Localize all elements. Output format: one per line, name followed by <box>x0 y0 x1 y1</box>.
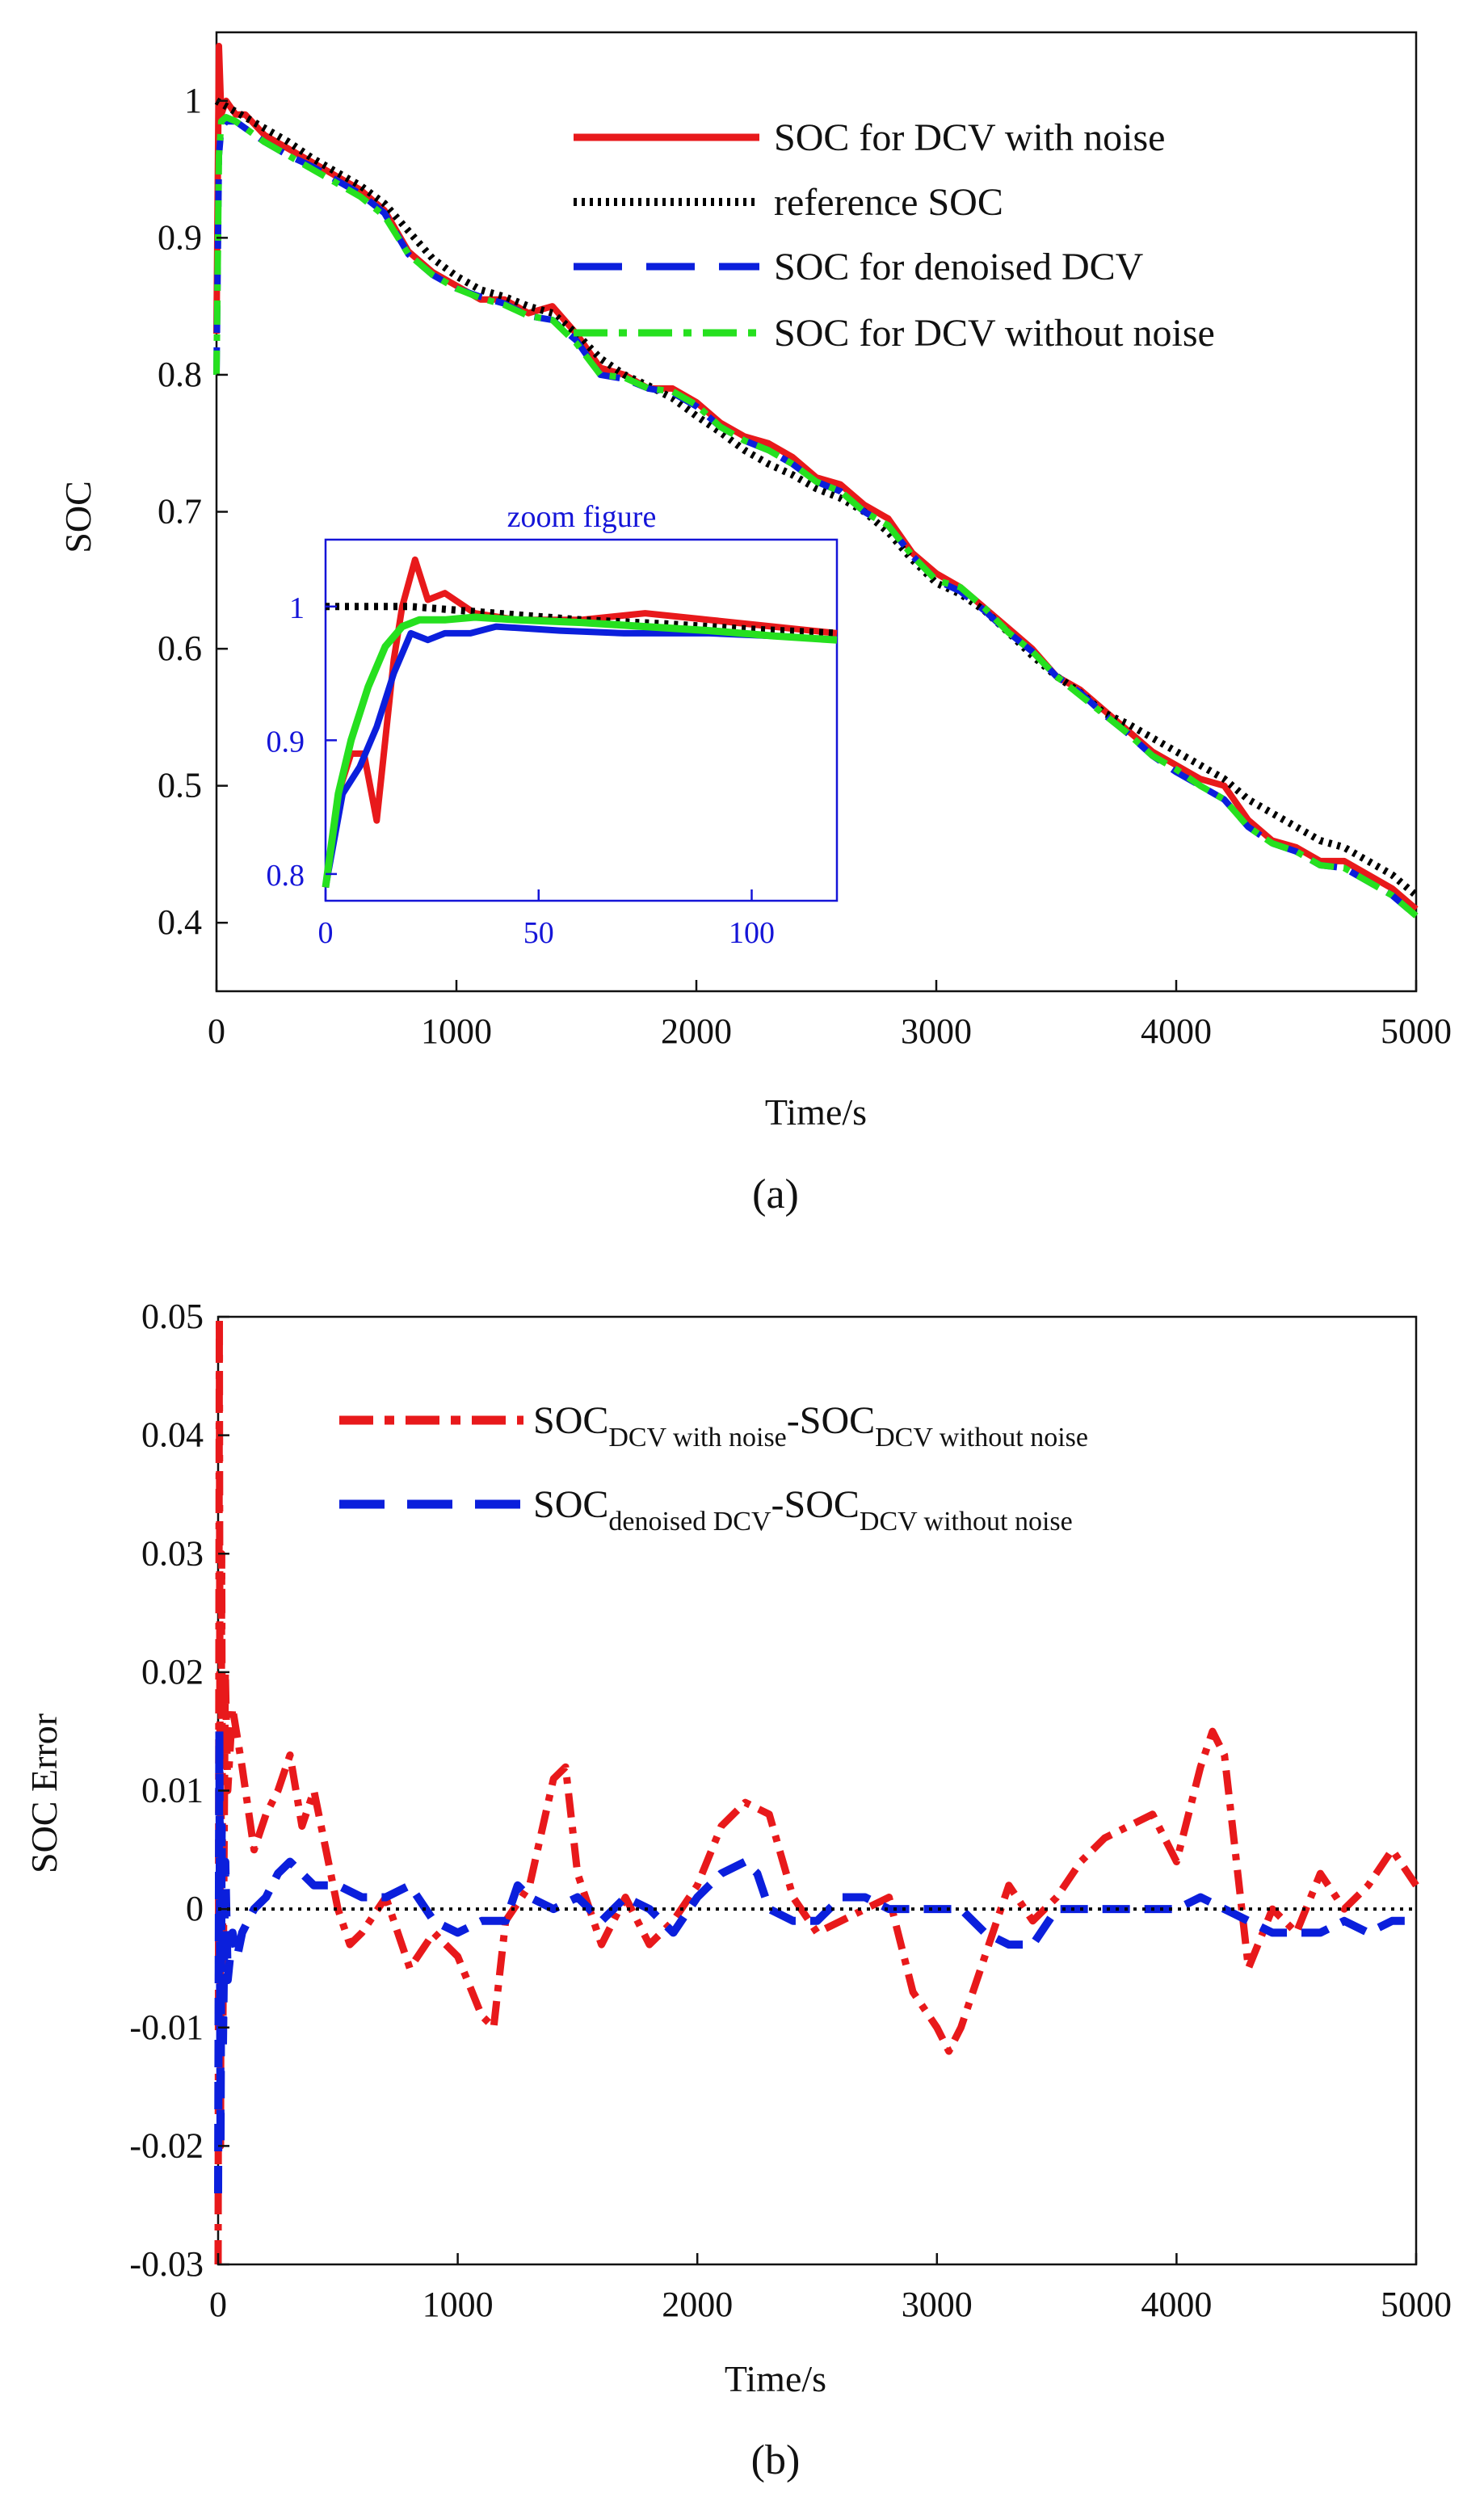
inset-y-tick-label: 0.9 <box>267 725 305 759</box>
inset-y-tick-label: 1 <box>289 591 305 625</box>
panel-b-y-tick-label: 0 <box>186 1889 204 1928</box>
panel-b-y-tick-label: 0.01 <box>141 1771 204 1810</box>
panel-b-y-tick-label: 0.02 <box>141 1652 204 1692</box>
panel-a-x-tick-label: 4000 <box>1141 1011 1212 1051</box>
legend-label-noise: SOC for DCV with noise <box>774 116 1165 159</box>
legend-label-denoised: SOC for denoised DCV <box>774 246 1144 288</box>
panel-b-x-tick-label: 3000 <box>902 2285 973 2324</box>
panel-a-y-tick-label: 1 <box>184 81 202 120</box>
legend-noise-soc: SOC <box>533 1399 608 1442</box>
panel-b-caption: (b) <box>751 2437 801 2483</box>
inset-series-soc-noise <box>322 556 838 888</box>
panel-b-y-tick-label: -0.02 <box>129 2125 204 2165</box>
series-soc-noise <box>213 43 1419 912</box>
panel-a-y-tick-label: 0.8 <box>158 355 202 394</box>
inset-x-tick-label: 50 <box>523 916 554 950</box>
legend-noise-sub2: DCV without noise <box>875 1423 1088 1453</box>
inset-series-reference-soc <box>326 603 838 637</box>
panel-a-x-axis-label: Time/s <box>765 1091 867 1133</box>
panel-b-y-tick-label: 0.03 <box>141 1533 204 1573</box>
panel-a-zoom-inset: zoom figure 0 50 100 0.8 0.9 1 <box>267 500 839 950</box>
panel-b-y-tick-label: -0.01 <box>129 2008 204 2047</box>
panel-b-y-tick-label: -0.03 <box>129 2244 204 2284</box>
panel-b-legend: SOCDCV with noise-SOCDCV without noise S… <box>339 1399 1088 1537</box>
inset-series-group <box>322 556 838 889</box>
legend-denoised-sub2: DCV without noise <box>860 1507 1073 1537</box>
series-reference-soc <box>214 97 1419 898</box>
panel-b-y-axis-label: SOC Error <box>23 1713 65 1873</box>
legend-denoised-sub1: denoised DCV <box>608 1507 771 1537</box>
inset-series-soc-without-noise <box>322 613 838 889</box>
panel-a-y-tick-label: 0.9 <box>158 217 202 257</box>
panel-b-x-tick-label: 2000 <box>662 2285 733 2324</box>
legend-denoised-mid: -SOC <box>771 1483 860 1526</box>
panel-b-y-tick-label: 0.05 <box>141 1297 204 1336</box>
panel-a: 0 1000 2000 3000 4000 50000.40.50.60.70.80.91… <box>57 31 1452 1217</box>
panel-a-legend: SOC for DCV with noise reference SOC SOC… <box>574 116 1215 355</box>
legend-label-noise-error: SOCDCV with noise-SOCDCV without noise <box>533 1399 1088 1453</box>
inset-frame <box>324 538 839 902</box>
legend-label-denoised-error: SOCdenoised DCV-SOCDCV without noise <box>533 1483 1073 1537</box>
panel-a-x-tick-label: 0 <box>208 1011 225 1051</box>
inset-y-tick-label: 0.8 <box>267 859 305 893</box>
inset-title: zoom figure <box>507 500 657 534</box>
inset-x-tick-label: 100 <box>729 916 775 950</box>
panel-b-x-tick-label: 1000 <box>422 2285 494 2324</box>
series-error-noise <box>214 1313 1419 2265</box>
inset-series-soc-denoised <box>322 623 838 889</box>
series-error-denoised <box>214 1727 1416 2194</box>
panel-b-x-tick-label: 0 <box>209 2285 227 2324</box>
inset-ticks-group: 0 50 100 0.8 0.9 1 <box>267 591 776 950</box>
panel-a-y-tick-label: 0.4 <box>158 902 202 942</box>
legend-noise-mid: -SOC <box>787 1399 875 1442</box>
panel-a-y-axis-label: SOC <box>57 481 99 553</box>
inset-x-tick-label: 0 <box>318 916 334 950</box>
panel-b-plot-frame <box>217 1315 1418 2266</box>
panel-b-x-tick-label: 5000 <box>1381 2285 1452 2324</box>
panel-b: 0 1000 2000 3000 4000 5000 -0.03 -0.02 -0.01 0 0.0… <box>23 1297 1452 2483</box>
panel-a-x-tick-label: 5000 <box>1381 1011 1452 1051</box>
panel-a-series-group <box>213 43 1419 919</box>
panel-b-ticks-group: 0 1000 2000 3000 4000 5000 -0.03 -0.02 -0.01 0 0.0… <box>129 1297 1452 2324</box>
legend-label-without-noise: SOC for DCV without noise <box>774 312 1215 355</box>
panel-a-x-tick-label: 2000 <box>661 1011 732 1051</box>
series-soc-without-noise <box>213 114 1419 919</box>
panel-a-x-tick-label: 3000 <box>901 1011 972 1051</box>
legend-label-reference: reference SOC <box>774 181 1003 224</box>
legend-denoised-soc: SOC <box>533 1483 608 1526</box>
panel-a-y-tick-label: 0.6 <box>158 629 202 668</box>
panel-b-x-tick-label: 4000 <box>1141 2285 1212 2324</box>
panel-a-caption: (a) <box>752 1171 799 1217</box>
panel-a-y-tick-label: 0.5 <box>158 766 202 805</box>
panel-a-x-tick-label: 1000 <box>421 1011 492 1051</box>
legend-noise-sub1: DCV with noise <box>608 1423 786 1453</box>
panel-b-y-tick-label: 0.04 <box>141 1415 204 1455</box>
panel-a-y-tick-label: 0.7 <box>158 492 202 532</box>
panel-b-series-group <box>214 1313 1419 2265</box>
panel-b-x-axis-label: Time/s <box>725 2358 826 2399</box>
